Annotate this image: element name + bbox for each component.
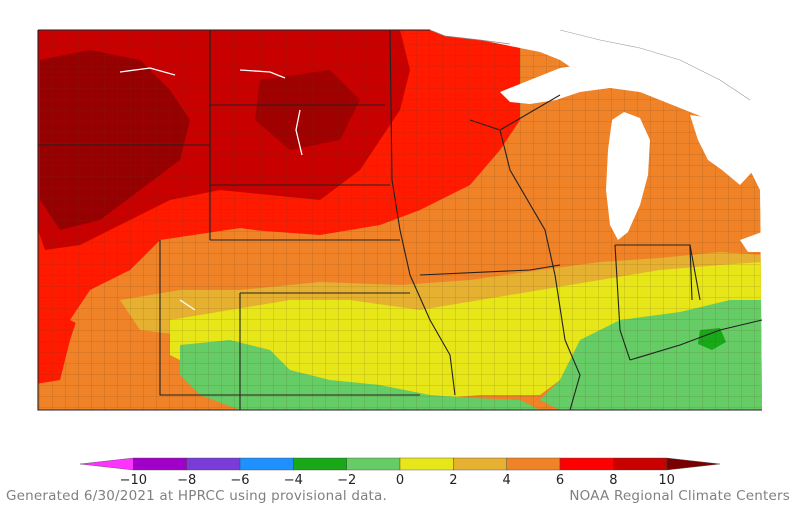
legend-tick-label: 2	[449, 473, 457, 488]
lake-superior	[500, 62, 690, 104]
legend-tick-label: 10	[658, 473, 675, 488]
legend-tick-label: −2	[337, 473, 356, 488]
legend-tick-label: −10	[120, 473, 147, 488]
legend-bin	[506, 457, 561, 471]
shaded-departure-field	[38, 30, 762, 410]
legend-bin	[453, 457, 507, 471]
lake-erie	[740, 232, 762, 252]
legend-bin	[79, 457, 134, 471]
legend-color-bins	[79, 457, 721, 471]
legend-tick-labels: −10 −8 −6 −4 −2 0 2 4 6 8 10	[120, 473, 675, 488]
legend-bin	[133, 457, 187, 471]
legend-bin	[559, 457, 614, 471]
legend-tick-label: −4	[284, 473, 303, 488]
source-credit: NOAA Regional Climate Centers	[569, 488, 790, 504]
temperature-departure-map	[37, 29, 763, 411]
legend-bin	[293, 457, 347, 471]
legend-tick-label: 6	[556, 473, 564, 488]
ontario-coastline	[559, 29, 751, 101]
lake-huron	[690, 115, 752, 185]
legend-bin	[239, 457, 294, 471]
canada-border-line	[429, 29, 511, 45]
legend-tick-label: −8	[177, 473, 196, 488]
state-borders	[37, 29, 763, 411]
legend-bin	[346, 457, 401, 471]
rivers	[119, 67, 303, 311]
color-legend: −10 −8 −6 −4 −2 0 2 4 6 8 10	[79, 457, 721, 488]
legend-bin	[186, 457, 241, 471]
legend-tick-label: 4	[503, 473, 511, 488]
legend-tick-label: −6	[230, 473, 249, 488]
legend-tick-label: 8	[609, 473, 617, 488]
legend-bin	[666, 457, 721, 471]
legend-bin	[399, 457, 454, 471]
lake-michigan	[606, 112, 650, 240]
legend-bin	[613, 457, 667, 471]
generated-note: Generated 6/30/2021 at HPRCC using provi…	[6, 488, 388, 504]
legend-tick-label: 0	[396, 473, 404, 488]
